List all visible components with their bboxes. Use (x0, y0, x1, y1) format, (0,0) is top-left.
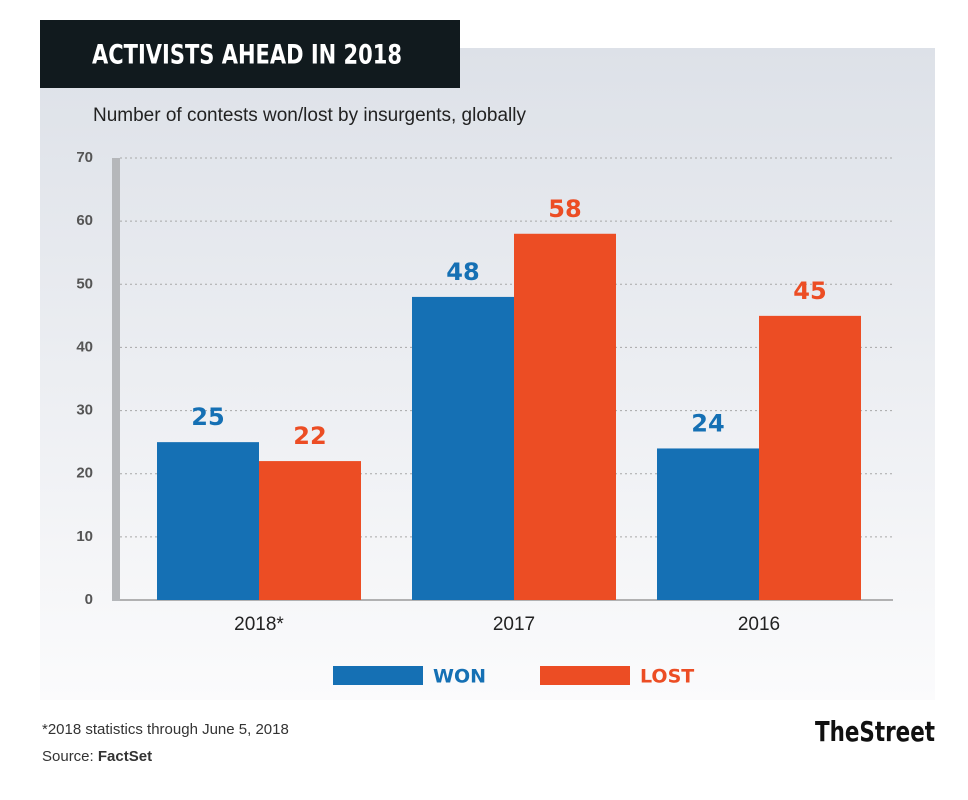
y-tick-label: 40 (76, 338, 93, 355)
value-label: 45 (793, 277, 826, 305)
y-tick-label: 50 (76, 275, 93, 292)
legend-label: WON (433, 666, 486, 688)
x-tick-label: 2017 (493, 614, 535, 635)
y-tick-label: 30 (76, 402, 93, 419)
value-label: 48 (446, 258, 479, 286)
bar (657, 448, 759, 600)
source-label: Source: (42, 748, 94, 765)
footnote: *2018 statistics through June 5, 2018 (42, 721, 289, 738)
bar (412, 296, 514, 600)
y-tick-label: 10 (76, 528, 93, 545)
source: Source: FactSet (42, 748, 152, 765)
value-label: 22 (293, 422, 326, 450)
source-name: FactSet (98, 748, 152, 765)
y-tick-label: 0 (85, 591, 93, 608)
title-box (40, 20, 460, 88)
chart-title: ACTIVISTS AHEAD IN 2018 (92, 40, 402, 71)
x-tick-label: 2018* (234, 614, 284, 635)
y-tick-label: 20 (76, 465, 93, 482)
bar (259, 461, 361, 600)
y-axis (112, 158, 120, 601)
bar (759, 315, 861, 600)
chart-subtitle: Number of contests won/lost by insurgent… (93, 105, 526, 126)
x-tick-label: 2016 (738, 614, 780, 635)
value-label: 58 (548, 195, 581, 223)
bar (157, 442, 259, 600)
legend-swatch (333, 666, 423, 685)
bar (514, 233, 616, 600)
value-label: 25 (191, 403, 224, 431)
legend-label: LOST (640, 666, 694, 688)
brand-logo: TheStreet (815, 715, 935, 748)
value-label: 24 (691, 409, 724, 437)
legend-swatch (540, 666, 630, 685)
y-tick-label: 70 (76, 149, 93, 166)
y-tick-label: 60 (76, 212, 93, 229)
